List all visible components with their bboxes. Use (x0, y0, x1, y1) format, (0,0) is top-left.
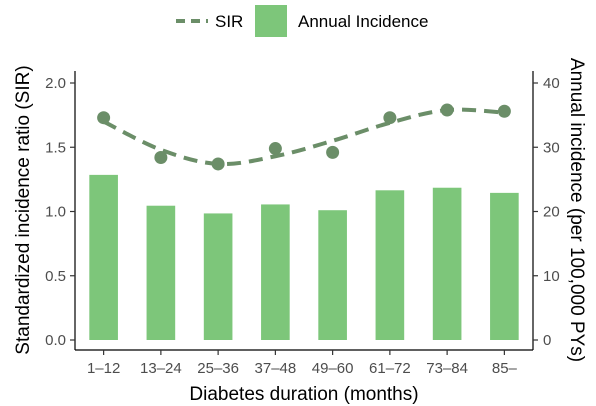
right-tick-label: 10 (543, 268, 560, 285)
incidence-bar (89, 174, 118, 340)
left-tick-label: 0.0 (45, 332, 66, 349)
incidence-bar (490, 192, 519, 340)
right-tick-label: 30 (543, 139, 560, 156)
legend: SIR Annual Incidence (176, 5, 428, 37)
x-tick-label: 85– (492, 360, 518, 377)
incidence-bar (146, 205, 176, 340)
ticks: 0.0 0.5 1.0 1.5 2.0 0 10 20 30 40 1–12 13–24 25–36 37… (45, 75, 560, 377)
axes (74, 71, 534, 351)
x-tick-label: 13–24 (140, 360, 182, 377)
left-axis-title: Standardized incidence ratio (SIR) (13, 65, 34, 354)
right-tick-label: 0 (543, 332, 551, 349)
incidence-bar (261, 204, 290, 340)
x-axis-title: Diabetes duration (months) (189, 384, 418, 405)
sir-point (497, 104, 511, 118)
incidence-bar (318, 210, 347, 340)
legend-sir-label: SIR (215, 12, 243, 31)
legend-incidence-label: Annual Incidence (298, 12, 428, 31)
left-tick-label: 2.0 (45, 75, 66, 92)
incidence-bar (432, 187, 462, 340)
x-tick-label: 61–72 (369, 360, 411, 377)
x-tick-label: 73–84 (426, 360, 468, 377)
sir-point (211, 157, 225, 171)
sir-series (97, 103, 511, 171)
sir-point (97, 111, 111, 125)
x-tick-label: 37–48 (255, 360, 297, 377)
sir-point (154, 151, 168, 165)
sir-point (326, 145, 340, 159)
incidence-bar (375, 190, 405, 340)
left-tick-label: 1.0 (45, 204, 66, 221)
sir-point (383, 111, 397, 125)
incidence-bar (203, 213, 233, 340)
right-tick-label: 20 (543, 204, 560, 221)
x-tick-label: 1–12 (87, 360, 120, 377)
right-axis-title: Annual incidence (per 100,000 PYs) (566, 58, 587, 362)
sir-point (440, 103, 454, 117)
x-tick-label: 25–36 (197, 360, 239, 377)
left-tick-label: 1.5 (45, 139, 66, 156)
sir-point (268, 142, 282, 156)
legend-incidence-swatch (255, 5, 287, 37)
right-tick-label: 40 (543, 75, 560, 92)
x-tick-label: 49–60 (312, 360, 354, 377)
bars (89, 174, 519, 340)
left-tick-label: 0.5 (45, 268, 66, 285)
